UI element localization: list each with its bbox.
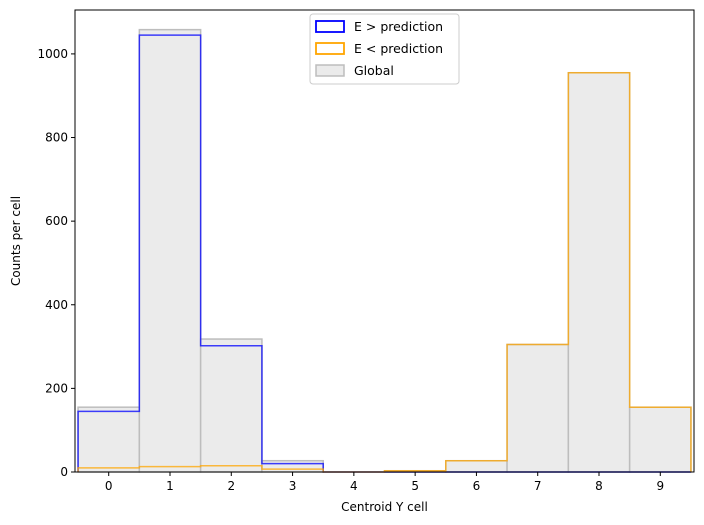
global-bar-6 — [445, 459, 508, 473]
y-tick-label: 400 — [45, 298, 68, 312]
legend-swatch-e-greater — [315, 20, 345, 33]
y-axis-ticks: 0 200 400 600 800 1000 — [37, 47, 75, 479]
x-axis-ticks: 0 1 2 3 4 5 6 7 8 9 — [105, 472, 664, 493]
x-tick-label: 0 — [105, 479, 113, 493]
x-tick-label: 5 — [411, 479, 419, 493]
global-bar-1 — [138, 28, 202, 473]
y-tick-label: 0 — [60, 465, 68, 479]
x-tick-label: 9 — [656, 479, 664, 493]
global-bar-3 — [261, 459, 324, 473]
legend-label-e-greater: E > prediction — [354, 19, 443, 34]
x-tick-label: 6 — [473, 479, 481, 493]
x-axis-label: Centroid Y cell — [341, 500, 428, 514]
legend: E > prediction E < prediction Global — [309, 13, 460, 85]
x-tick-label: 2 — [227, 479, 235, 493]
global-bar-8 — [567, 71, 631, 473]
legend-swatch-e-less — [315, 42, 345, 55]
y-tick-label: 600 — [45, 214, 68, 228]
global-bar-0 — [77, 406, 141, 473]
legend-box — [309, 13, 460, 85]
step-outline-e-less — [77, 71, 692, 473]
y-axis-label: Counts per cell — [9, 196, 23, 286]
legend-label-e-less: E < prediction — [354, 41, 443, 56]
x-tick-label: 1 — [166, 479, 174, 493]
x-tick-label: 3 — [289, 479, 297, 493]
y-tick-label: 200 — [45, 381, 68, 395]
plot-frame — [74, 9, 695, 473]
legend-label-global: Global — [354, 63, 394, 78]
global-bar-2 — [199, 338, 263, 473]
x-tick-label: 4 — [350, 479, 358, 493]
bars-layer — [77, 28, 692, 473]
y-tick-label: 800 — [45, 131, 68, 145]
global-bar-7 — [506, 343, 570, 473]
global-bar-9 — [628, 406, 692, 473]
legend-swatch-global — [315, 64, 345, 77]
y-tick-label: 1000 — [37, 47, 68, 61]
x-tick-label: 7 — [534, 479, 542, 493]
x-tick-label: 8 — [595, 479, 603, 493]
